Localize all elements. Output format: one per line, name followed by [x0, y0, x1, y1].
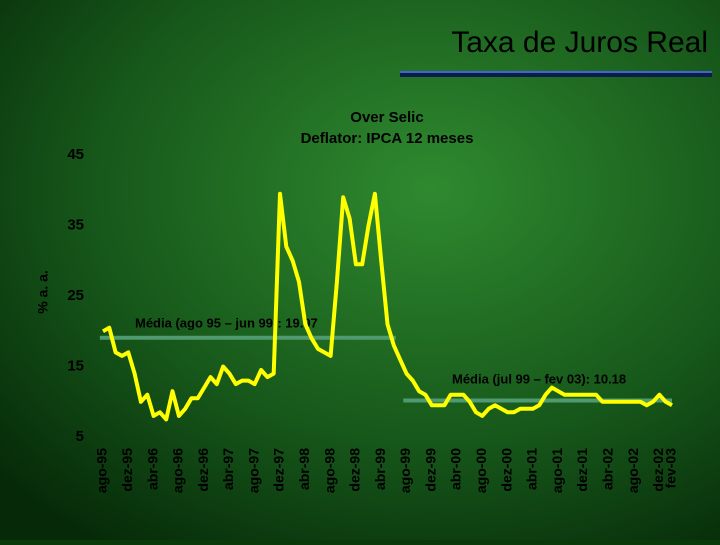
x-tick-label: abr-98: [296, 448, 312, 490]
x-tick-label: abr-96: [144, 448, 160, 490]
chart-subtitle: Over Selic: [350, 109, 423, 126]
y-tick-label: 25: [67, 287, 84, 304]
average-label: Média (jul 99 – fev 03): 10.18: [452, 371, 626, 386]
title-underline: [400, 71, 712, 77]
y-tick-label: 45: [67, 146, 84, 163]
x-tick-label: dez-01: [574, 448, 590, 492]
x-tick-label: dez-96: [195, 448, 211, 492]
x-tick-label: dez-97: [271, 448, 287, 492]
average-label: Média (ago 95 – jun 99): 19.07: [135, 315, 318, 330]
chart-subtitle: Deflator: IPCA 12 meses: [301, 130, 474, 147]
x-tick-label: ago-02: [625, 448, 641, 493]
x-tick-label: ago-98: [321, 448, 337, 493]
x-tick-label: ago-99: [397, 448, 413, 493]
x-tick-label: dez-99: [422, 448, 438, 492]
x-tick-label: ago-97: [245, 448, 261, 493]
x-tick-label: abr-02: [599, 448, 615, 490]
x-tick-label: abr-00: [448, 448, 464, 490]
x-tick-label: ago-00: [473, 448, 489, 493]
x-tick-label: dez-95: [119, 448, 135, 492]
y-tick-label: 15: [67, 357, 84, 374]
x-tick-label: abr-01: [524, 448, 540, 490]
x-tick-label: ago-01: [549, 448, 565, 493]
x-tick-label: ago-96: [170, 448, 186, 493]
x-tick-label: abr-99: [372, 448, 388, 490]
x-tick-label: dez-98: [347, 448, 363, 492]
y-axis-label: % a. a.: [35, 270, 51, 314]
x-tick-label: abr-97: [220, 448, 236, 490]
y-tick-label: 5: [76, 428, 84, 445]
chart-title: Taxa de Juros Real: [451, 26, 708, 59]
x-tick-label: dez-02: [650, 448, 666, 492]
x-tick-label: fev-03: [663, 448, 679, 489]
x-tick-label: ago-95: [94, 448, 110, 493]
x-tick-label: dez-00: [498, 448, 514, 492]
y-tick-label: 35: [67, 216, 84, 233]
data-line: [102, 191, 673, 422]
